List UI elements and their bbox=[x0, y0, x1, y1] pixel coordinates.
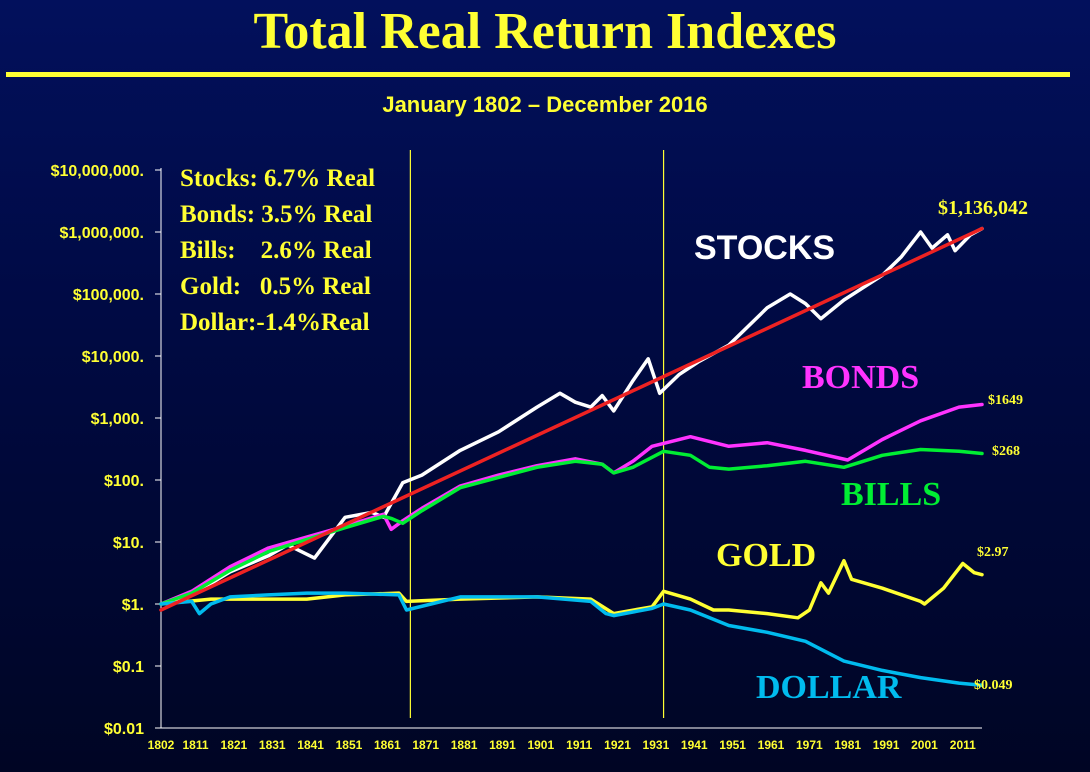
reference-lines bbox=[409, 150, 665, 718]
x-tick-label: 1931 bbox=[643, 738, 670, 752]
y-tick-label: $10,000. bbox=[82, 349, 144, 366]
series-labels: STOCKS BONDS BILLS GOLD DOLLAR bbox=[694, 229, 941, 706]
y-tick-label: $10. bbox=[113, 535, 144, 552]
label-stocks: STOCKS bbox=[694, 229, 835, 267]
x-tick-label: 1851 bbox=[336, 738, 363, 752]
x-tick-label: 1921 bbox=[604, 738, 631, 752]
x-tick-label: 1881 bbox=[451, 738, 478, 752]
x-tick-label: 1901 bbox=[527, 738, 554, 752]
y-tick-label: $1,000,000. bbox=[59, 225, 144, 242]
label-bonds: BONDS bbox=[802, 359, 919, 396]
end-label-bonds: $1649 bbox=[988, 393, 1023, 408]
x-tick-label: 1961 bbox=[758, 738, 785, 752]
x-tick-label: 1981 bbox=[834, 738, 861, 752]
chart-title: Total Real Return Indexes bbox=[253, 3, 837, 60]
x-tick-label: 1831 bbox=[259, 738, 286, 752]
rate-bonds: Bonds: 3.5% Real bbox=[180, 201, 372, 228]
x-tick-label: 1821 bbox=[221, 738, 248, 752]
rate-stocks: Stocks: 6.7% Real bbox=[180, 165, 375, 192]
x-tick-label: 1941 bbox=[681, 738, 708, 752]
chart-subtitle: January 1802 – December 2016 bbox=[382, 92, 708, 117]
y-tick-label: $10,000,000. bbox=[51, 163, 144, 180]
series-line-dollar bbox=[159, 591, 984, 687]
chart-axes bbox=[160, 168, 982, 729]
x-tick-label: 1951 bbox=[719, 738, 746, 752]
x-axis-ticks: 1802 1811 1821 1831 1841 1851 1861 1871 1881 1891… bbox=[148, 738, 977, 752]
y-tick-label: $0.01 bbox=[104, 721, 144, 738]
label-bills: BILLS bbox=[841, 476, 941, 513]
x-tick-label: 2011 bbox=[950, 738, 976, 752]
y-tick-label: $100,000. bbox=[73, 287, 144, 304]
x-tick-label: 2001 bbox=[911, 738, 938, 752]
end-value-labels: $1,136,042 $1649 $268 $2.97 $0.049 bbox=[938, 197, 1028, 693]
x-tick-label: 1802 bbox=[148, 738, 175, 752]
rate-gold: Gold: 0.5% Real bbox=[180, 273, 371, 300]
y-axis-ticks: $0.01 $0.1 $1. $10. $100. $1,000. $10,000. $100… bbox=[51, 163, 161, 738]
real-return-rates: Stocks: 6.7% Real Bonds: 3.5% Real Bills… bbox=[180, 165, 375, 336]
series-line-bonds bbox=[159, 402, 984, 606]
x-tick-label: 1861 bbox=[374, 738, 401, 752]
rate-bills: Bills: 2.6% Real bbox=[180, 237, 372, 264]
label-dollar: DOLLAR bbox=[756, 669, 902, 706]
x-tick-label: 1841 bbox=[297, 738, 324, 752]
title-underline bbox=[6, 72, 1070, 77]
x-tick-label: 1911 bbox=[566, 738, 592, 752]
rate-dollar: Dollar:-1.4%Real bbox=[180, 309, 370, 336]
series-line-gold bbox=[159, 558, 984, 620]
series-line-trend bbox=[159, 226, 984, 612]
y-tick-label: $1,000. bbox=[91, 411, 144, 428]
x-tick-label: 1811 bbox=[183, 738, 209, 752]
end-label-gold: $2.97 bbox=[977, 545, 1009, 560]
x-tick-label: 1971 bbox=[796, 738, 823, 752]
y-tick-label: $100. bbox=[104, 473, 144, 490]
y-tick-label: $0.1 bbox=[113, 659, 144, 676]
end-label-dollar: $0.049 bbox=[974, 678, 1013, 693]
x-tick-label: 1991 bbox=[873, 738, 900, 752]
y-tick-label: $1. bbox=[122, 597, 144, 614]
x-tick-label: 1871 bbox=[412, 738, 439, 752]
end-label-bills: $268 bbox=[992, 444, 1020, 459]
series-lines bbox=[159, 226, 984, 687]
label-gold: GOLD bbox=[716, 537, 816, 574]
x-tick-label: 1891 bbox=[489, 738, 516, 752]
end-label-stocks: $1,136,042 bbox=[938, 197, 1028, 219]
